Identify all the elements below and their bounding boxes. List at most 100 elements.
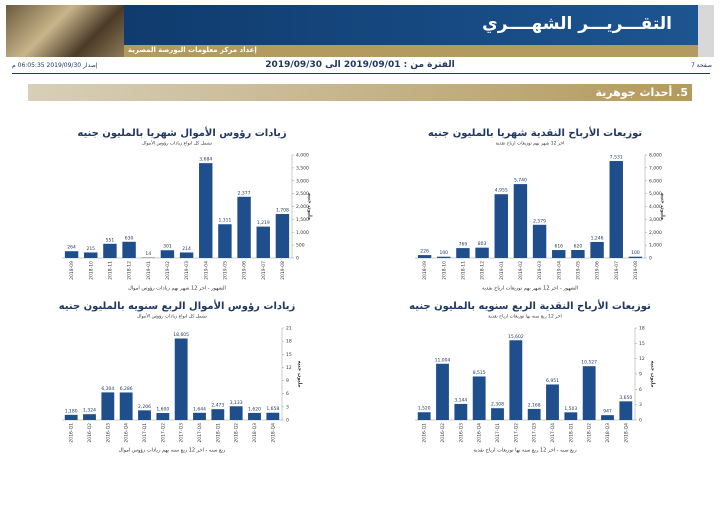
bar <box>83 414 96 420</box>
bar <box>218 224 232 258</box>
x-tick-label: 2017-Q3 <box>532 423 538 443</box>
bar <box>619 401 633 420</box>
y-tick-label: 8,000 <box>649 153 662 159</box>
value-label: 3,144 <box>454 397 467 403</box>
x-axis-label: ربع سنه - اخر 12 ربع سنه بها توزيعات ارب… <box>473 448 577 454</box>
value-label: 4,955 <box>495 188 508 194</box>
y-axis-label: مليون جنيه <box>297 360 303 387</box>
value-label: 551 <box>106 237 115 243</box>
bar <box>64 414 78 420</box>
bar <box>564 412 578 420</box>
bar <box>84 252 98 258</box>
bar <box>229 406 243 420</box>
x-tick-label: 2018-Q3 <box>252 423 258 443</box>
y-tick-label: 500 <box>296 243 305 249</box>
value-label: 1,708 <box>276 208 289 214</box>
bar <box>582 366 596 420</box>
value-label: 947 <box>603 409 612 415</box>
x-tick-label: 2018-10 <box>441 261 447 280</box>
bar <box>266 412 280 420</box>
value-label: 2,308 <box>491 402 504 408</box>
x-tick-label: 2017-Q1 <box>142 423 148 443</box>
y-tick-label: 3,500 <box>296 165 309 171</box>
y-tick-label: 18 <box>639 326 645 332</box>
bar <box>174 338 188 420</box>
y-tick-label: 3,000 <box>296 178 309 184</box>
value-label: 214 <box>182 246 191 252</box>
y-axis-label: مليون جنيه <box>650 360 656 387</box>
value-label: 6,286 <box>120 386 133 392</box>
x-tick-label: 2017-Q2 <box>160 423 166 443</box>
x-tick-label: 2019-06 <box>242 261 248 280</box>
bar <box>103 243 117 258</box>
value-label: 616 <box>554 244 563 250</box>
bar <box>454 403 468 420</box>
x-tick-label: 2019-03 <box>184 261 190 280</box>
header-strip <box>124 45 698 57</box>
value-label: 14 <box>145 251 151 257</box>
y-tick-label: 6 <box>286 391 289 397</box>
bar <box>64 251 79 258</box>
y-axis-label: مليون جنيه <box>307 193 313 220</box>
bar <box>122 241 136 258</box>
x-tick-label: 2016-Q2 <box>440 423 446 443</box>
period: الفترة من : 2019/09/01 الى 2019/09/30 <box>265 60 455 70</box>
y-tick-label: 0 <box>649 256 652 262</box>
header-band <box>124 5 698 45</box>
chart-subtitle: تشمل كل انواع زيادات رؤوس الأموال <box>137 313 208 320</box>
y-tick-label: 4,000 <box>649 204 662 210</box>
x-tick-label: 2016-Q4 <box>477 423 483 443</box>
bar <box>509 340 523 420</box>
bar <box>475 247 489 258</box>
chart-subtitle: تشمل كل انواع زيادات رؤوس الأموال <box>142 140 213 147</box>
bar <box>179 252 194 258</box>
issued: إصدار 2019/09/30 06:05:35 م <box>12 62 98 69</box>
value-label: 264 <box>67 245 76 251</box>
x-axis-label: الشهور - اخر 12 شهر بهم زيادات رؤوس اموا… <box>128 286 226 292</box>
x-tick-label: 2019-04 <box>556 261 562 280</box>
value-label: 301 <box>163 244 172 250</box>
y-tick-label: 9 <box>639 372 642 378</box>
value-label: 10,527 <box>581 360 597 366</box>
x-tick-label: 2019-06 <box>595 261 601 280</box>
y-tick-label: 12 <box>286 365 292 371</box>
value-label: 2,206 <box>138 404 151 410</box>
y-tick-label: 15 <box>639 341 645 347</box>
y-tick-label: 0 <box>639 418 642 424</box>
chart-title: زيادات رؤوس الأموال الربع سنويه بالمليون… <box>59 299 296 312</box>
bar <box>601 415 614 420</box>
x-tick-label: 2019-03 <box>537 261 543 280</box>
value-label: 1,520 <box>418 406 431 412</box>
y-tick-label: 4,000 <box>296 153 309 159</box>
value-label: 2,168 <box>528 402 541 408</box>
y-tick-label: 6 <box>639 387 642 393</box>
x-tick-label: 2019-08 <box>280 261 286 280</box>
value-label: 1,311 <box>218 218 231 224</box>
x-tick-label: 2018-Q4 <box>623 423 629 443</box>
y-tick-label: 2,000 <box>296 204 309 210</box>
x-tick-label: 2018-10 <box>88 261 94 280</box>
y-tick-label: 2,000 <box>649 230 662 236</box>
x-tick-label: 2018-Q3 <box>605 423 611 443</box>
value-label: 100 <box>631 250 640 256</box>
value-label: 18,605 <box>173 332 189 338</box>
bar <box>199 163 213 258</box>
x-tick-label: 2018-11 <box>460 261 466 280</box>
x-tick-label: 2019-02 <box>165 261 171 280</box>
bar <box>494 194 508 258</box>
header-title: التقـــريـــر الشهــــري <box>482 14 672 34</box>
header-photo <box>6 5 124 57</box>
y-tick-label: 5,000 <box>649 191 662 197</box>
value-label: 1,658 <box>266 406 279 412</box>
value-label: 6,951 <box>546 378 559 384</box>
x-axis-label: ربع سنه - اخر 12 ربع سنه بهم زيادات رؤوس… <box>119 448 226 454</box>
bar <box>546 384 559 420</box>
value-label: 1,620 <box>248 406 261 412</box>
prepared-by: إعداد مركز معلومات البورصة المصرية <box>128 46 257 54</box>
bar <box>138 410 151 420</box>
bar <box>472 376 486 420</box>
section-title: 5. أحداث جوهرية <box>595 86 688 99</box>
value-label: 6,304 <box>101 386 114 392</box>
value-label: 769 <box>459 242 468 248</box>
value-label: 1,219 <box>257 220 270 226</box>
